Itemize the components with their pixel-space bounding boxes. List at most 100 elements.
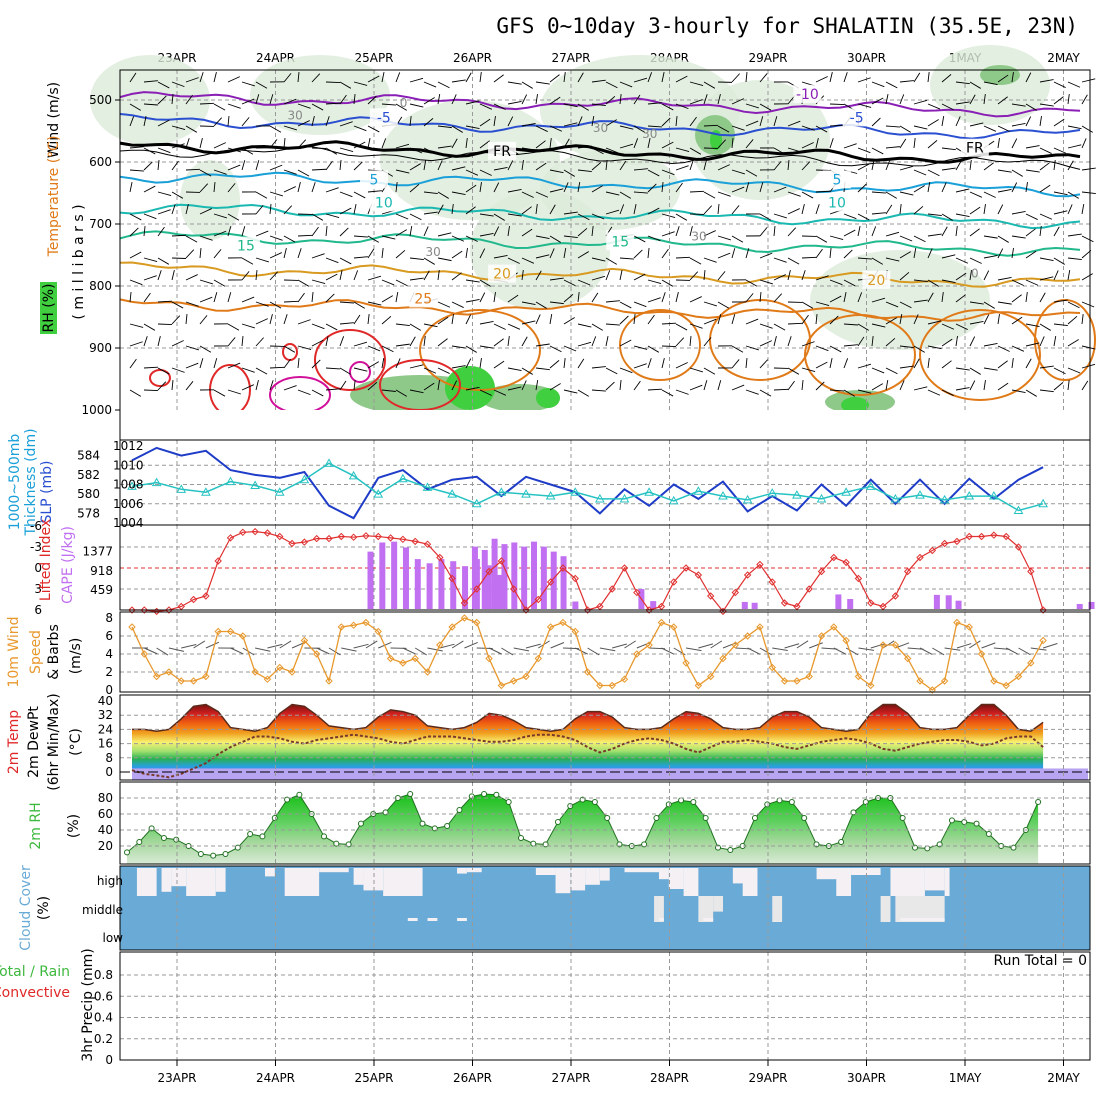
li-point-9 (239, 528, 247, 537)
cloud-layer-low: low (103, 931, 124, 945)
wind-barb (773, 161, 782, 171)
li-point-24 (423, 540, 432, 548)
wind-barb (801, 142, 814, 149)
temp2m-label-a: 2m Temp (6, 710, 22, 774)
wind-barb (381, 235, 396, 240)
rh-point-69 (973, 820, 980, 827)
wind-barb (185, 94, 193, 105)
wind-barb (157, 226, 165, 237)
rh-point-10 (247, 831, 254, 837)
wind-barb (213, 72, 217, 83)
wind-barb (997, 96, 1008, 105)
temp-tick-5: 40 (98, 694, 113, 708)
cloud-high-block-23 (683, 868, 699, 896)
wind-barb (465, 386, 480, 391)
wind-barb (815, 76, 828, 83)
wind-barb (815, 235, 828, 243)
wind-barb (983, 379, 986, 391)
wind-barb (1039, 225, 1042, 237)
wind-barb (1067, 270, 1071, 281)
thickness-point-0 (127, 481, 137, 490)
wind-barb (913, 314, 919, 325)
wind-barb (339, 380, 347, 391)
cape-bar-33 (1088, 601, 1095, 609)
wind-barb (759, 323, 773, 329)
wind-barb (507, 335, 510, 347)
wind-barb (885, 146, 900, 149)
wind-barb (367, 248, 375, 259)
wind-barb (703, 380, 708, 391)
wind-barb (549, 137, 552, 149)
wind-barb (591, 213, 605, 220)
wind-barb (255, 318, 268, 325)
temp-area (132, 704, 1044, 780)
wind-barb (591, 116, 595, 127)
cape-bar-29 (933, 594, 940, 609)
wind-barb (703, 337, 712, 347)
cloud-high-block-26 (816, 868, 842, 880)
wind-barb (731, 98, 744, 105)
wind-barb (661, 389, 674, 397)
isotherm-0 (119, 91, 1081, 118)
wind-barb (129, 103, 142, 111)
wind-barb (409, 364, 424, 369)
wind-barb (983, 125, 997, 132)
wind-barb (507, 323, 521, 330)
wind10-speed-line (131, 617, 1044, 691)
wind-barb (241, 367, 255, 373)
cape-bar-1 (379, 542, 386, 609)
wind-barb (521, 206, 532, 215)
wind-barb (563, 294, 574, 303)
wind-barb (353, 314, 361, 325)
wind-barb (1067, 379, 1070, 391)
cape-bar-22 (572, 601, 579, 609)
wind-barb (423, 97, 435, 105)
wind-barb (171, 191, 184, 199)
wind-barb (199, 345, 212, 353)
li-point-23 (411, 537, 419, 546)
rh-point-33 (530, 840, 537, 847)
thickness-point-12 (422, 482, 433, 491)
wind10-point-43 (657, 618, 666, 627)
thickness-point-24 (718, 491, 728, 500)
wind-barb (1039, 79, 1054, 83)
li-tick-3: 3 (34, 582, 42, 596)
wind-barb (549, 301, 564, 305)
wind-barb (661, 72, 665, 83)
cloud-high-block-8 (284, 868, 320, 896)
wind-barb (339, 270, 343, 281)
li-point-36 (571, 574, 579, 583)
rh-shade-5 (930, 45, 1050, 125)
wind10-point-57 (830, 623, 838, 631)
wind-barb (857, 363, 872, 369)
warm-contour-7 (804, 314, 916, 396)
slp-label: SLP (mb) (39, 460, 55, 523)
wind-barb (493, 103, 506, 110)
wind-barb (577, 227, 588, 237)
li-point-40 (620, 564, 629, 572)
wind10-barb-10 (255, 647, 271, 652)
warm-contour-10 (209, 364, 251, 416)
wind-barb (423, 335, 426, 347)
wind-barb (773, 293, 783, 303)
wind-barb (899, 80, 914, 83)
rh-point-54 (788, 799, 795, 805)
wind-barb (675, 115, 678, 127)
temp-below-zero (132, 768, 1088, 780)
wind-barb (689, 296, 702, 303)
wind-barb (171, 143, 185, 149)
wind-barb (633, 301, 647, 308)
li-point-58 (842, 558, 850, 567)
wind-barb (381, 72, 385, 83)
wind-barb (969, 94, 976, 105)
wind-barb (241, 384, 255, 391)
wind-barb (563, 103, 578, 108)
wind-barb (969, 301, 984, 305)
wind-barb (1011, 389, 1026, 394)
wind-barb (423, 257, 435, 265)
wind-barb (997, 382, 1009, 391)
date-bottom-3: 26APR (453, 1071, 492, 1085)
wind-barb (745, 279, 758, 287)
wind-barb (745, 318, 759, 325)
